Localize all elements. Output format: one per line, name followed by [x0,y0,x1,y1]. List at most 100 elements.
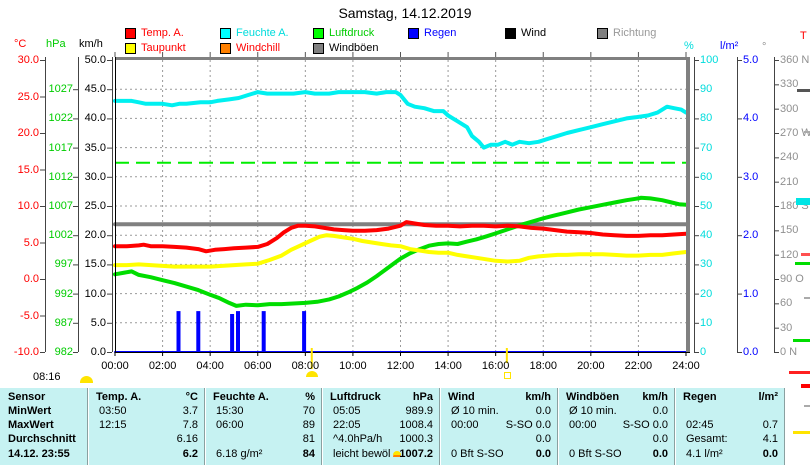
axis-tick-label-pressure_hpa: 997 [54,258,73,271]
axis-tick-label-temp_c: 10.0 [17,200,39,212]
cell-value: 989.9 [405,405,433,417]
sunrise-time: 08:16 [33,371,61,383]
axis-tick-label-humidity_pct: 100 [700,54,719,66]
table-cell-wind-max: 00:00 S-SO 0.0 [440,419,558,432]
cell-value: 0.0 [652,433,668,445]
x-axis-label: 18:00 [529,360,558,372]
axis-tick-label-direction_deg: 300 [780,102,799,115]
cell-value: S-SO 0.0 [622,419,668,431]
axis-tick-label-pressure_hpa: 982 [54,346,73,358]
table-col-header-rain: Regen l/m² [675,391,785,404]
cell-value: 1007.2 [399,448,433,460]
right-edge-fragment [793,431,810,434]
cell-label: Ø 10 min. [569,405,617,417]
axis-tick-label-pressure_hpa: 1022 [48,112,73,125]
table-cell-temp-avg: 6.16 [88,433,205,446]
axis-tick-label-wind_kmh: 30.0 [84,170,106,183]
dewpoint-legend-swatch-icon [125,43,136,54]
table-column-separator [321,388,322,465]
axis-tick-label-pressure_hpa: 1007 [48,200,73,212]
right-edge-fragment [804,131,810,133]
legend-label-dewpoint: Taupunkt [141,42,186,54]
axis-tick-label-humidity_pct: 30 [700,258,713,271]
axis-tick-label-temp_c: 30.0 [17,54,39,66]
axis-tick-label-rain_lm2: 0.0 [743,346,759,358]
axis-tick-label-pressure_hpa: 1027 [48,83,73,96]
legend-label-wind: Wind [521,27,547,39]
axis-tick-label-pressure_hpa: 992 [54,287,73,300]
rain-bar [230,314,235,352]
table-row-header: 14.12. 23:55 [8,448,70,460]
cell-value: 70 [302,405,315,417]
cell-label: Gesamt: [686,433,728,445]
axis-tick-label-humidity_pct: 10 [700,316,713,329]
table-column-separator [204,388,205,465]
gusts-legend-swatch-icon [313,43,324,54]
table-cell-wind-avg: 0.0 [440,433,558,446]
table-column-separator [674,388,675,465]
humidity-legend-swatch-icon [220,28,231,39]
table-col-header-humidity: Feuchte A.% [205,391,322,404]
axis-tick-label-wind_kmh: 25.0 [84,200,106,212]
cell-value: 1000.3 [399,433,433,445]
x-axis-label: 12:00 [386,360,415,372]
table-col-unit: km/h [642,391,668,403]
axis-unit-label-hpa: hPa [46,38,66,50]
axis-tick-label-wind_kmh: 10.0 [84,287,106,300]
axis-tick-label-wind_kmh: 15.0 [84,258,106,271]
table-cell-gusts-min: Ø 10 min. 0.0 [558,405,675,418]
axis-tick-label-temp_c: 0.0 [23,273,39,285]
cell-label: ^4.0hPa/h [333,433,383,445]
right-edge-fragment [801,384,810,388]
sunrise-axis-sun-icon [305,371,318,377]
table-column-separator [557,388,558,465]
cell-label: 03:50 [99,405,127,417]
axis-tick-label-humidity_pct: 70 [700,141,713,154]
cell-value: 0.0 [652,448,668,460]
plot-border-right [686,57,690,352]
pressure-legend-swatch-icon [313,28,324,39]
axis-tick-label-pressure_hpa: 1002 [48,229,73,242]
x-axis-label: 00:00 [101,360,129,372]
axis-tick-label-pressure_hpa: 987 [54,316,73,329]
axis-tick-label-temp_c: -5.0 [20,309,39,322]
sunrise-sun-icon [80,376,93,383]
table-col-header-temp: Temp. A. °C [88,391,205,404]
axis-unit-label-celsius: °C [14,38,27,50]
table-cell-wind-min: Ø 10 min. 0.0 [440,405,558,418]
legend-label-windchill: Windchill [236,42,281,54]
axis-tick-label-wind_kmh: 35.0 [84,141,106,154]
table-col-name: Temp. A. [96,391,142,403]
x-axis-label: 08:00 [291,360,320,372]
cell-label: 4.1 l/m² [686,448,723,460]
x-axis-label: 06:00 [243,360,272,372]
legend-label-pressure: Luftdruck [329,27,375,39]
table-col-name: Windböen [566,391,620,403]
table-row-header: Durchschnitt [8,433,76,445]
table-col-unit: °C [185,391,198,403]
table-col-header-wind: Wind km/h [440,391,558,404]
table-column-separator [439,388,440,465]
axis-tick-label-direction_deg: 360 N [780,54,810,66]
cell-value: 84 [302,448,315,460]
direction-legend-swatch-icon [597,28,608,39]
table-col-name: Feuchte A. [213,391,269,403]
table-cell-pressure-current: leicht bewöl 1007.2 [322,448,440,461]
cell-label: 02:45 [686,419,714,431]
axis-tick-label-wind_kmh: 40.0 [84,112,106,125]
x-axis-label: 20:00 [577,360,605,372]
axis-tick-label-direction_deg: 210 [780,175,799,188]
rain-bar [236,311,240,352]
table-col-header-pressure: Luftdruck hPa [322,391,440,404]
right-edge-fragment [796,198,810,205]
cell-label: leicht bewöl [333,448,391,460]
series-line-temp [113,220,688,254]
axis-tick-label-humidity_pct: 20 [700,287,713,300]
axis-tick-label-direction_deg: 90 O [780,273,804,285]
series-line-luftdruck [113,195,688,308]
table-cell-humidity-max: 06:00 89 [205,419,322,432]
x-axis-label: 04:00 [196,360,224,372]
sunset-axis-square-icon [503,372,511,379]
legend-label-rain: Regen [424,27,457,39]
